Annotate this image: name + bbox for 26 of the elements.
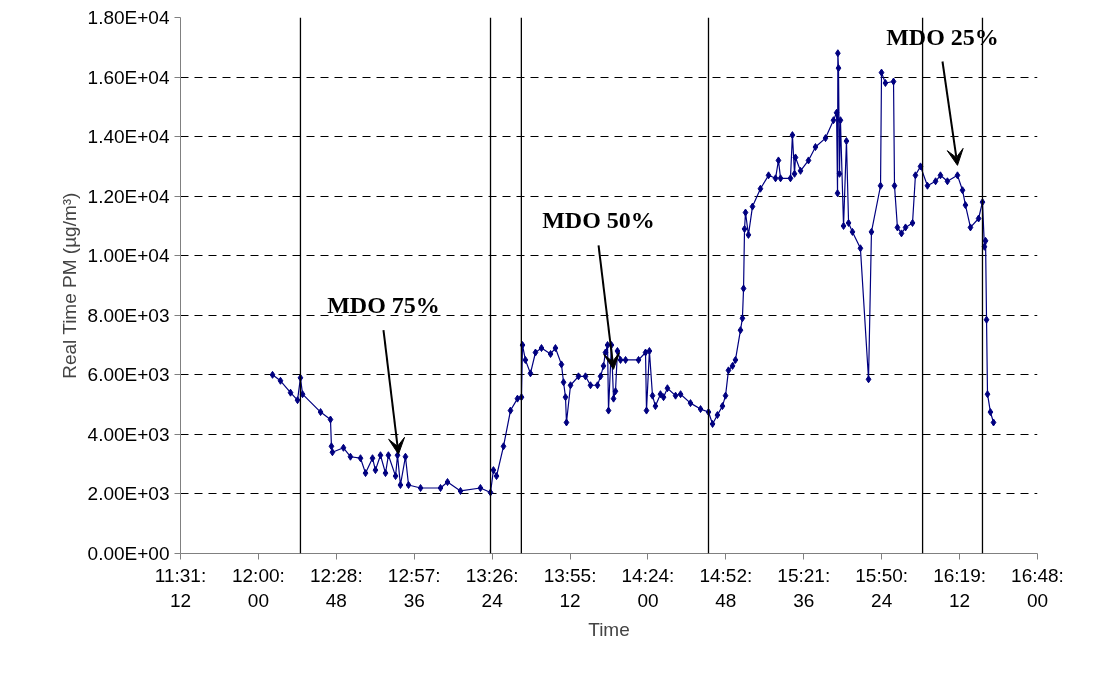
x-axis-title: Time [588, 618, 630, 640]
annotation: MDO 75% [327, 292, 440, 319]
y-axis-title: Real Time PM (µg/m³) [58, 192, 80, 379]
y-tick-label: 1.60E+04 [87, 66, 170, 88]
y-tick-label: 1.40E+04 [87, 126, 170, 148]
x-tick-label: 16:48:00 [1011, 564, 1064, 611]
x-tick-label: 15:21:36 [777, 564, 831, 611]
y-tick-label: 6.00E+03 [87, 364, 170, 386]
y-tick-label: 0.00E+00 [87, 543, 170, 564]
y-tick-label: 1.80E+04 [87, 7, 170, 28]
x-tick-label: 11:31:12 [154, 564, 207, 611]
y-tick-label: 4.00E+03 [87, 423, 170, 445]
x-tick-label: 15:50:24 [855, 564, 909, 611]
x-tick-label: 14:24:00 [621, 564, 675, 611]
annotation: MDO 50% [542, 207, 655, 234]
x-tick-label: 12:00:00 [232, 564, 285, 611]
y-tick-label: 1.00E+04 [87, 245, 170, 267]
x-tick-label: 12:57:36 [387, 564, 441, 611]
x-tick-label: 16:19:12 [933, 564, 987, 611]
x-tick-label: 14:52:48 [699, 564, 753, 611]
x-tick-label: 13:26:24 [465, 564, 519, 611]
x-tick-label: 12:28:48 [309, 564, 363, 611]
y-tick-label: 1.20E+04 [87, 185, 170, 207]
x-tick-label: 13:55:12 [543, 564, 597, 611]
y-tick-label: 8.00E+03 [87, 304, 170, 326]
y-tick-label: 2.00E+03 [87, 483, 170, 505]
